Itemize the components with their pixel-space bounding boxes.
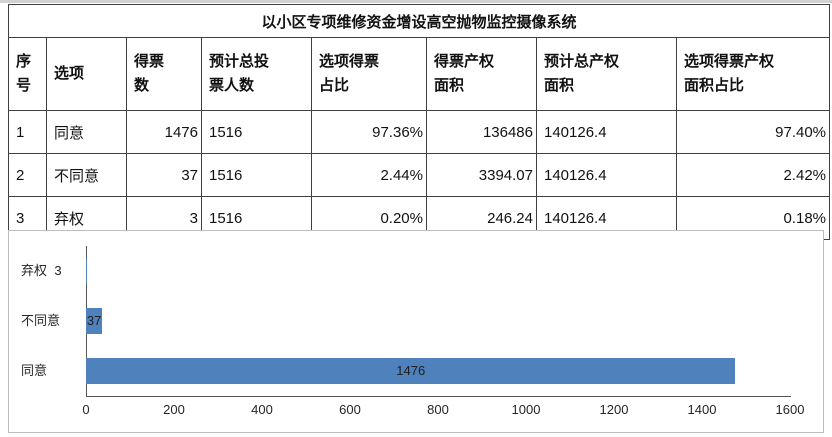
category-label: 弃权: [21, 263, 48, 278]
cell-area-pct: 97.40%: [675, 110, 831, 154]
cell-area-pct: 2.42%: [675, 153, 831, 197]
vote-table: 以小区专项维修资金增设高空抛物监控摄像系统 序 号 选项 得票 数 预计总投 票…: [7, 4, 831, 240]
cell-total-voters: 1516: [201, 110, 312, 154]
bar-chart: 弃权 3 不同意 37 同意 1476 0 200 400 600 800 1000 1200 1400 1…: [8, 230, 824, 433]
x-tick-label: 200: [163, 402, 185, 417]
category-label: 同意: [21, 363, 48, 378]
x-tick-label: 1400: [687, 402, 717, 417]
cell-no: 1: [8, 110, 47, 154]
cell-total-area: 140126.4: [536, 110, 677, 154]
cell-no: 2: [8, 153, 47, 197]
cell-vote-area: 136486: [426, 110, 537, 154]
column-header-total-area: 预计总产权 面积: [536, 37, 677, 111]
cell-vote-area: 3394.07: [426, 153, 537, 197]
cell-votes: 1476: [126, 110, 202, 154]
bar: [86, 258, 88, 284]
category-label: 不同意: [21, 313, 61, 328]
bar: [86, 308, 103, 334]
value-label: 3: [54, 263, 62, 278]
column-header-votes: 得票 数: [126, 37, 202, 111]
cell-option: 不同意: [46, 153, 127, 197]
x-tick-label: 600: [339, 402, 361, 417]
column-header-total-voters: 预计总投 票人数: [201, 37, 312, 111]
table-header-row: 序 号 选项 得票 数 预计总投 票人数 选项得票 占比 得票产权 面积 预计总…: [8, 37, 831, 111]
x-tick-label: 1600: [775, 402, 805, 417]
column-header-no: 序 号: [8, 37, 47, 111]
value-label: 37: [86, 313, 102, 328]
column-header-vote-area: 得票产权 面积: [426, 37, 537, 111]
column-header-vote-pct: 选项得票 占比: [311, 37, 427, 111]
table-title-row: 以小区专项维修资金增设高空抛物监控摄像系统: [7, 4, 831, 38]
x-tick-label: 400: [251, 402, 273, 417]
table-row: 1 同意 1476 1516 97.36% 136486 140126.4 97…: [8, 110, 831, 154]
page-title: 以小区专项维修资金增设高空抛物监控摄像系统: [7, 4, 831, 38]
cell-total-area: 140126.4: [536, 153, 677, 197]
cell-votes: 37: [126, 153, 202, 197]
cell-vote-pct: 97.36%: [311, 110, 427, 154]
table-row: 2 不同意 37 1516 2.44% 3394.07 140126.4 2.4…: [8, 153, 831, 197]
column-header-area-pct: 选项得票产权 面积占比: [675, 37, 831, 111]
column-header-option: 选项: [46, 37, 127, 111]
cell-vote-pct: 2.44%: [311, 153, 427, 197]
x-tick-label: 1200: [599, 402, 629, 417]
x-tick-label: 1000: [511, 402, 541, 417]
x-tick-label: 800: [427, 402, 449, 417]
background-strip: [0, 0, 832, 3]
cell-total-voters: 1516: [201, 153, 312, 197]
cell-option: 同意: [46, 110, 127, 154]
bar: [86, 358, 736, 384]
x-tick-label: 0: [82, 402, 90, 417]
value-label: 1476: [396, 363, 426, 378]
